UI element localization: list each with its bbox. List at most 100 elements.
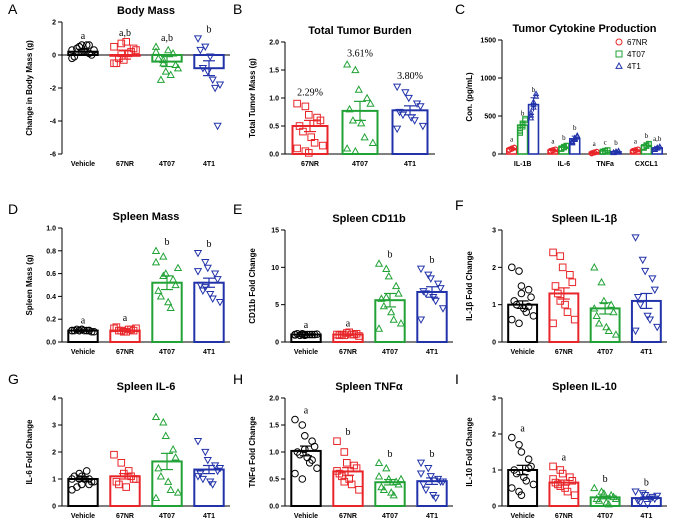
data-point xyxy=(594,496,604,504)
y-axis-label: IL-6 Fold Change xyxy=(25,419,34,484)
data-point xyxy=(517,289,526,298)
data-point xyxy=(198,475,208,484)
significance-letter: a,b xyxy=(161,33,173,44)
data-point xyxy=(82,326,91,335)
panel-H: H 0.0 0.5 1.0 1.5 2.0 TNFα Fold Change Spleen T… xyxy=(233,371,453,520)
data-point xyxy=(604,499,613,508)
x-tick-label: 67NR xyxy=(116,513,134,520)
data-point xyxy=(602,322,611,331)
data-point xyxy=(612,148,620,154)
panel-C: C 0 500 1000 1500 Con. (pg/mL) Tumor Cytokine … xyxy=(455,1,667,168)
bar xyxy=(374,481,406,507)
data-point xyxy=(87,477,96,486)
significance-letter: b xyxy=(603,474,608,485)
data-point xyxy=(171,60,180,69)
data-point xyxy=(151,246,161,254)
data-point xyxy=(345,104,354,113)
data-point xyxy=(547,147,554,154)
data-point xyxy=(391,281,401,290)
panel-letter: B xyxy=(233,1,242,17)
y-tick-label: 0 xyxy=(52,53,56,60)
data-point xyxy=(193,438,203,446)
legend-label: 4T1 xyxy=(627,62,641,71)
data-point xyxy=(508,433,516,442)
data-point xyxy=(215,81,225,90)
significance-letter: b xyxy=(573,124,577,132)
data-point xyxy=(527,114,535,121)
data-point xyxy=(206,53,215,61)
data-point xyxy=(424,271,433,280)
data-point xyxy=(643,501,652,509)
data-point xyxy=(301,445,309,454)
data-point xyxy=(615,61,623,69)
data-point xyxy=(298,421,307,429)
data-point xyxy=(527,109,535,115)
data-point xyxy=(117,49,126,58)
data-point xyxy=(588,150,595,156)
data-point xyxy=(645,495,655,504)
significance-letter: a xyxy=(593,140,597,148)
panel-letter: H xyxy=(233,371,243,387)
data-point xyxy=(112,59,121,68)
data-point xyxy=(421,486,431,495)
data-point xyxy=(382,292,391,301)
y-axis-label: CD11b Fold Change xyxy=(248,248,257,324)
data-point xyxy=(643,142,650,149)
data-point xyxy=(558,263,567,272)
data-point xyxy=(653,492,662,501)
data-point xyxy=(416,265,426,274)
data-point xyxy=(387,307,396,316)
data-point xyxy=(127,472,135,481)
data-point xyxy=(343,459,351,467)
data-point xyxy=(530,103,537,110)
x-tick-label: 67NR xyxy=(339,513,357,520)
data-point xyxy=(524,455,533,464)
data-point xyxy=(293,99,301,108)
data-point xyxy=(156,292,166,300)
data-point xyxy=(599,489,609,497)
y-tick-label: 1.5 xyxy=(269,68,279,75)
significance-letter: a xyxy=(551,137,555,145)
y-tick-label: 0 xyxy=(492,504,496,511)
data-point xyxy=(151,493,161,502)
significance-letter: b xyxy=(532,86,536,94)
data-point xyxy=(213,467,222,476)
data-point xyxy=(515,267,523,275)
data-point xyxy=(389,315,398,323)
y-axis-label: Con. (pg/mL) xyxy=(465,72,474,122)
data-point xyxy=(291,331,299,339)
data-point xyxy=(511,144,518,151)
data-point xyxy=(117,459,126,467)
chart-title: Spleen CD11b xyxy=(332,213,406,225)
data-point xyxy=(549,319,557,328)
data-point xyxy=(631,327,640,336)
data-point xyxy=(159,417,168,426)
y-axis-label: TNFα Fold Change xyxy=(248,416,257,488)
data-point xyxy=(335,469,344,478)
data-point xyxy=(161,431,170,439)
data-point xyxy=(568,278,577,287)
data-point xyxy=(112,477,121,486)
data-point xyxy=(636,499,645,507)
data-point xyxy=(416,459,426,468)
data-point xyxy=(122,327,131,336)
data-point xyxy=(305,459,314,467)
significance-letter: b xyxy=(388,449,393,460)
y-tick-label: 3 xyxy=(492,396,496,403)
percent-annotation: 3.61% xyxy=(347,48,373,59)
data-point xyxy=(154,53,163,62)
y-tick-label: 3 xyxy=(52,423,56,430)
y-tick-label: 0 xyxy=(492,152,496,159)
data-point xyxy=(374,324,384,332)
significance-letter: a,b xyxy=(119,28,131,39)
y-tick-label: 500 xyxy=(484,114,496,121)
data-point xyxy=(529,312,538,320)
y-tick-label: 15 xyxy=(271,228,279,235)
data-point xyxy=(151,47,161,55)
significance-letter: b xyxy=(430,255,435,266)
x-tick-label: 67NR xyxy=(116,161,134,168)
data-point xyxy=(310,442,319,451)
data-point xyxy=(522,477,531,485)
data-point xyxy=(298,330,307,339)
